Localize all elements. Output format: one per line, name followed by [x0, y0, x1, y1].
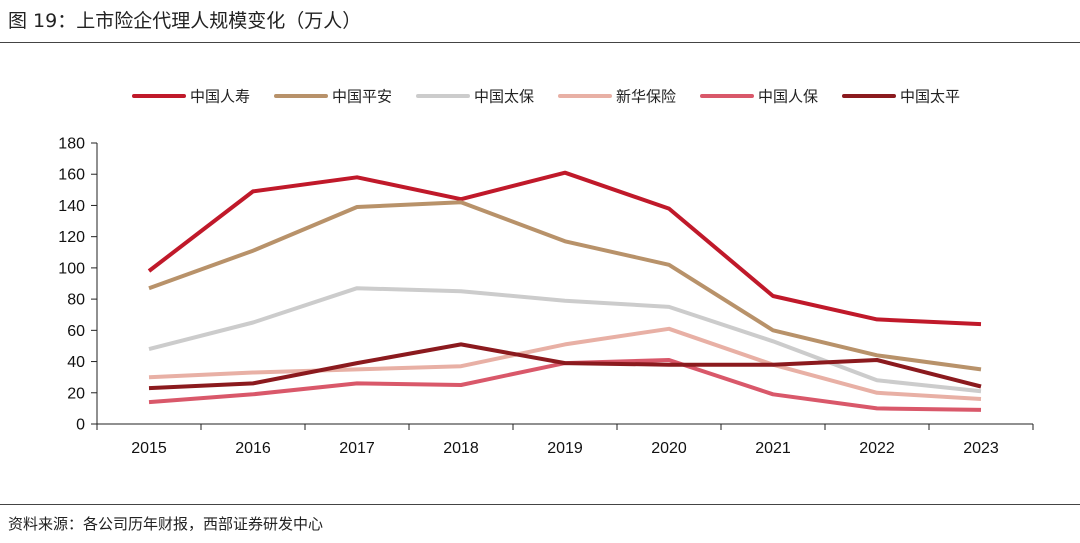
y-tick-label: 0 — [76, 417, 85, 434]
x-tick-label: 2018 — [443, 440, 479, 457]
legend-label: 中国人寿 — [190, 88, 250, 106]
legend-label: 中国人保 — [758, 88, 818, 106]
y-tick-label: 60 — [67, 323, 85, 340]
source-divider — [0, 504, 1080, 505]
x-tick-label: 2016 — [235, 440, 271, 457]
title-divider — [0, 42, 1080, 43]
series-line-4 — [148, 326, 982, 401]
legend-label: 中国太保 — [474, 88, 534, 106]
series-line-5 — [148, 358, 982, 412]
chart-series — [147, 170, 982, 412]
y-tick-label: 40 — [67, 354, 85, 371]
chart-legend: 中国人寿 中国平安 中国太保 新华保险 中国人保 中国太平 — [132, 88, 960, 106]
series-line-6 — [148, 342, 982, 391]
figure-title: 图 19：上市险企代理人规模变化（万人） — [8, 10, 362, 32]
x-tick-label: 2020 — [651, 440, 687, 457]
x-tick-label: 2021 — [755, 440, 791, 457]
y-tick-label: 140 — [58, 198, 85, 215]
x-tick-label: 2015 — [131, 440, 167, 457]
legend-label: 中国太平 — [900, 88, 960, 106]
legend-label: 中国平安 — [332, 88, 392, 106]
y-tick-label: 20 — [67, 385, 85, 402]
series-line-1 — [147, 170, 982, 327]
y-tick-label: 120 — [58, 229, 85, 246]
x-tick-label: 2019 — [547, 440, 583, 457]
x-tick-label: 2022 — [859, 440, 895, 457]
chart-axes: 0 20 40 60 80 100 120 140 160 180 2015 2016 2017 2018… — [58, 136, 1034, 457]
source-note: 资料来源：各公司历年财报，西部证券研发中心 — [8, 515, 324, 533]
y-tick-label: 80 — [67, 292, 85, 309]
x-tick-label: 2017 — [339, 440, 375, 457]
y-tick-label: 160 — [58, 167, 85, 184]
y-tick-label: 180 — [58, 136, 85, 153]
legend-label: 新华保险 — [616, 88, 676, 106]
y-tick-label: 100 — [58, 260, 85, 277]
series-line-3 — [148, 286, 982, 394]
x-tick-label: 2023 — [963, 440, 999, 457]
series-line-2 — [148, 200, 982, 372]
